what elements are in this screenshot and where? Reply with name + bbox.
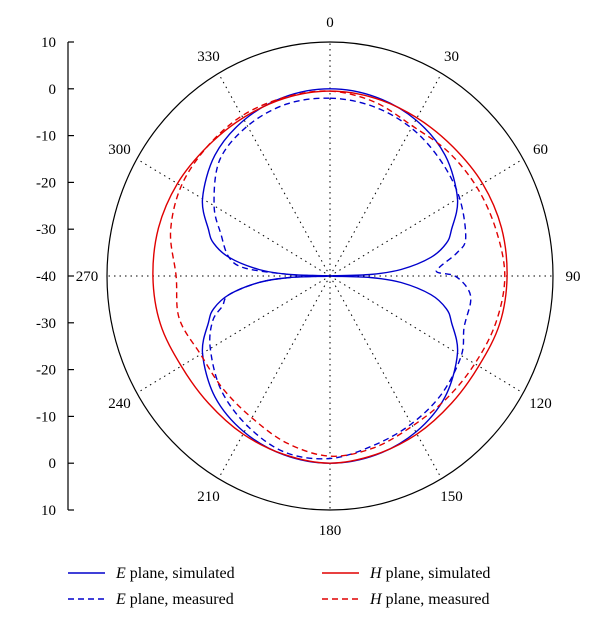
- r-axis-tick-label: -30: [36, 316, 56, 332]
- angle-gridline: [218, 73, 331, 277]
- r-axis-tick-label: -40: [36, 269, 56, 285]
- polar-grid: [106, 41, 554, 511]
- legend-label: E plane, measured: [115, 591, 234, 608]
- legend-label: E plane, simulated: [115, 565, 235, 582]
- series-line-2: [152, 90, 508, 464]
- legend-label: H plane, measured: [369, 591, 490, 608]
- legend-label: H plane, simulated: [369, 565, 490, 582]
- r-axis: 10 0 -10 -20 -30 -40 -30 -20 -10 0 10: [36, 35, 74, 519]
- angle-label: 210: [197, 489, 220, 505]
- angle-gridline: [329, 275, 442, 479]
- angle-label: 270: [76, 269, 99, 285]
- angle-label: 30: [444, 49, 459, 65]
- r-axis-tick-label: -20: [36, 175, 56, 191]
- r-axis-tick-label: 10: [41, 35, 56, 51]
- r-axis-tick-label: 0: [49, 82, 57, 98]
- r-axis-tick-label: -10: [36, 129, 56, 145]
- angle-label: 150: [440, 489, 463, 505]
- angle-gridline: [329, 73, 442, 277]
- r-axis-tick-label: 10: [41, 503, 56, 519]
- angle-label: 330: [197, 49, 220, 65]
- legend: E plane, simulated E plane, measured H pla…: [68, 565, 490, 608]
- angle-gridline: [136, 158, 331, 277]
- angle-label: 240: [108, 396, 131, 412]
- angle-label: 180: [319, 523, 342, 539]
- angle-gridline: [218, 275, 331, 479]
- angle-gridline: [136, 275, 331, 394]
- r-axis-tick-label: 0: [49, 456, 57, 472]
- angle-label: 300: [108, 142, 131, 158]
- outer-circle: [106, 41, 554, 511]
- angle-label: 120: [529, 396, 552, 412]
- r-axis-tick-label: -20: [36, 363, 56, 379]
- angle-labels: 0 30 60 90 120 150 180 210 240 270 300 330: [76, 15, 581, 539]
- angle-label: 60: [533, 142, 548, 158]
- angle-label: 90: [566, 269, 581, 285]
- r-axis-tick-label: -10: [36, 409, 56, 425]
- series-line-3: [169, 90, 506, 457]
- angle-gridline: [329, 158, 524, 277]
- series-line-1: [209, 97, 472, 460]
- angle-gridline: [329, 275, 524, 394]
- angle-label: 0: [326, 15, 334, 31]
- r-axis-tick-label: -30: [36, 222, 56, 238]
- series-lines: [152, 88, 508, 464]
